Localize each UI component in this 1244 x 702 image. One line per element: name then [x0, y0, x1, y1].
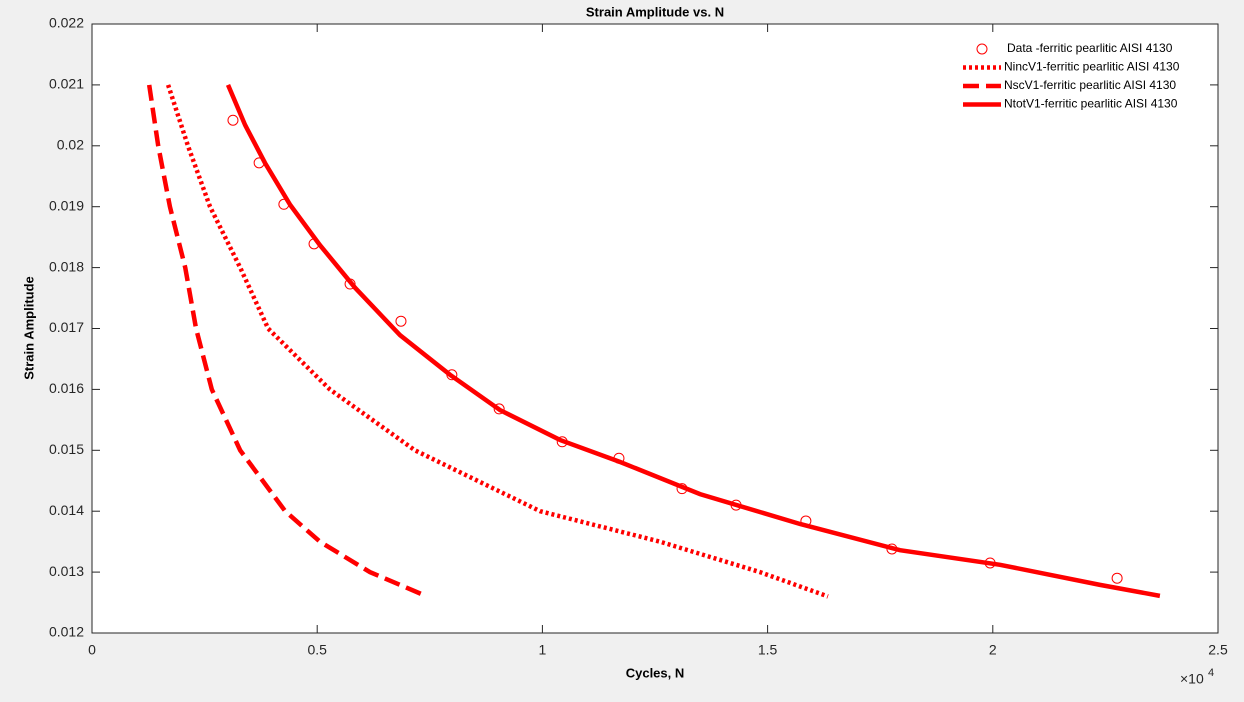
x-tick-label: 2.5 — [1208, 642, 1228, 658]
y-tick-label: 0.017 — [49, 319, 84, 335]
y-tick-label: 0.021 — [49, 76, 84, 92]
y-tick-label: 0.02 — [57, 137, 84, 153]
data-point — [493, 403, 505, 415]
x-tick-label: 0 — [88, 642, 96, 658]
y-tick-label: 0.015 — [49, 441, 84, 457]
y-tick-label: 0.018 — [49, 258, 84, 274]
axes-box — [91, 23, 1219, 634]
y-axis-label: Strain Amplitude — [21, 276, 36, 380]
y-tick-label: 0.013 — [49, 563, 84, 579]
x-exponent: ×10 — [1180, 671, 1204, 687]
series-line — [146, 84, 428, 599]
series-line — [165, 84, 829, 599]
x-exponent-power: 4 — [1208, 667, 1214, 679]
data-point — [227, 114, 239, 126]
series-line — [225, 84, 1161, 599]
y-tick-label: 0.019 — [49, 197, 84, 213]
x-tick-label: 0.5 — [307, 642, 327, 658]
legend-label: Data -ferritic pearlitic AISI 4130 — [1007, 41, 1173, 55]
y-tick-label: 0.012 — [49, 624, 84, 640]
legend-marker — [976, 43, 988, 55]
y-tick-label: 0.022 — [49, 15, 84, 31]
data-point — [395, 315, 407, 327]
data-point — [1111, 572, 1123, 584]
y-tick-label: 0.016 — [49, 380, 84, 396]
y-tick-label: 0.014 — [49, 502, 84, 518]
legend-label: NscV1-ferritic pearlitic AISI 4130 — [1004, 78, 1176, 92]
x-tick-label: 2 — [989, 642, 997, 658]
x-tick-label: 1.5 — [758, 642, 778, 658]
x-tick-label: 1 — [539, 642, 547, 658]
legend-box — [954, 36, 1206, 116]
x-axis-label: Cycles, N — [626, 665, 685, 680]
legend-label: NincV1-ferritic pearlitic AISI 4130 — [1004, 60, 1180, 74]
legend-label: NtotV1-ferritic pearlitic AISI 4130 — [1004, 97, 1178, 111]
chart-title: Strain Amplitude vs. N — [586, 4, 724, 19]
plot-area — [92, 24, 1218, 633]
